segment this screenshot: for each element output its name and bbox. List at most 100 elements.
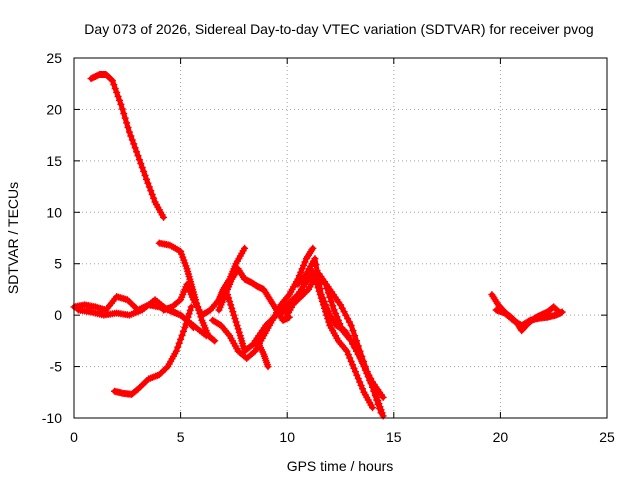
y-tick-label: 15 bbox=[46, 153, 62, 169]
data-point-marker bbox=[127, 132, 135, 140]
y-tick-label: -5 bbox=[50, 359, 63, 375]
axis-ticks: 0 5 10 15 20 25 -10 -5 0 5 10 15 20 25 bbox=[42, 50, 615, 445]
data-point-marker bbox=[178, 331, 186, 339]
data-point-marker bbox=[241, 244, 249, 252]
data-point-marker bbox=[326, 293, 334, 301]
data-point-marker bbox=[138, 164, 146, 172]
series-track-8 bbox=[224, 291, 272, 371]
data-point-marker bbox=[351, 368, 359, 376]
y-tick-label: 25 bbox=[46, 50, 62, 66]
series-track-12 bbox=[283, 265, 376, 412]
data-point-marker bbox=[367, 380, 375, 388]
series-track-9 bbox=[209, 244, 317, 362]
series-track-15 bbox=[492, 306, 566, 329]
series-track-2 bbox=[155, 239, 219, 345]
data-point-marker bbox=[366, 376, 374, 384]
data-point-marker bbox=[297, 268, 305, 276]
data-point-marker bbox=[150, 194, 158, 202]
data-point-marker bbox=[229, 308, 237, 316]
data-point-marker bbox=[177, 335, 185, 343]
data-point-marker bbox=[364, 373, 372, 381]
data-point-marker bbox=[370, 387, 378, 395]
data-point-marker bbox=[323, 285, 331, 293]
data-point-marker bbox=[317, 291, 325, 299]
data-point-marker bbox=[359, 359, 367, 367]
data-point-marker bbox=[333, 313, 341, 321]
data-point-marker bbox=[363, 369, 371, 377]
x-axis-label: GPS time / hours bbox=[287, 458, 394, 474]
data-point-marker bbox=[374, 397, 382, 405]
data-point-marker bbox=[186, 306, 194, 314]
data-point-marker bbox=[175, 297, 183, 305]
x-tick-label: 20 bbox=[493, 429, 509, 445]
data-point-marker bbox=[226, 297, 234, 305]
data-point-marker bbox=[320, 297, 328, 305]
data-point-marker bbox=[225, 294, 233, 302]
data-point-marker bbox=[117, 100, 125, 108]
data-point-marker bbox=[175, 339, 183, 347]
data-point-marker bbox=[322, 280, 330, 288]
data-point-marker bbox=[123, 119, 131, 127]
data-point-marker bbox=[187, 303, 195, 311]
data-point-marker bbox=[228, 304, 236, 312]
data-point-marker bbox=[378, 409, 386, 417]
data-point-marker bbox=[113, 88, 121, 96]
data-point-marker bbox=[107, 76, 115, 84]
data-point-marker bbox=[115, 96, 123, 104]
data-point-marker bbox=[350, 364, 358, 372]
data-point-marker bbox=[233, 321, 241, 329]
y-tick-label: 10 bbox=[46, 204, 62, 220]
y-axis-label: SDTVAR / TECUs bbox=[5, 182, 21, 294]
data-point-marker bbox=[373, 393, 381, 401]
data-point-marker bbox=[185, 310, 193, 318]
data-point-marker bbox=[141, 171, 149, 179]
data-point-marker bbox=[142, 175, 150, 183]
data-point-marker bbox=[347, 321, 355, 329]
series-track-13 bbox=[294, 255, 387, 420]
data-point-marker bbox=[250, 348, 258, 356]
data-series bbox=[70, 70, 566, 420]
data-point-marker bbox=[131, 144, 139, 152]
data-point-marker bbox=[224, 291, 232, 299]
x-tick-label: 0 bbox=[70, 429, 78, 445]
data-point-marker bbox=[349, 327, 357, 335]
series-track-1 bbox=[87, 70, 168, 221]
data-point-marker bbox=[375, 400, 383, 408]
data-point-marker bbox=[162, 364, 170, 372]
data-point-marker bbox=[227, 301, 235, 309]
data-point-marker bbox=[202, 332, 210, 340]
data-point-marker bbox=[137, 160, 145, 168]
data-point-marker bbox=[235, 328, 243, 336]
data-point-marker bbox=[356, 352, 364, 360]
data-point-marker bbox=[147, 187, 155, 195]
chart-title: Day 073 of 2026, Sidereal Day-to-day VTE… bbox=[84, 21, 593, 37]
data-point-marker bbox=[360, 363, 368, 371]
data-point-marker bbox=[371, 390, 379, 398]
data-point-marker bbox=[351, 332, 359, 340]
data-point-marker bbox=[110, 81, 118, 89]
data-point-marker bbox=[174, 343, 182, 351]
data-point-marker bbox=[182, 320, 190, 328]
data-point-marker bbox=[309, 244, 317, 252]
data-point-marker bbox=[234, 325, 242, 333]
data-point-marker bbox=[300, 261, 308, 269]
x-tick-label: 15 bbox=[386, 429, 402, 445]
data-point-marker bbox=[357, 381, 365, 389]
data-point-marker bbox=[353, 371, 361, 379]
data-point-marker bbox=[558, 308, 566, 316]
data-point-marker bbox=[332, 309, 340, 317]
data-point-marker bbox=[230, 311, 238, 319]
data-point-marker bbox=[316, 285, 324, 293]
data-point-marker bbox=[181, 323, 189, 331]
y-tick-label: 5 bbox=[54, 256, 62, 272]
data-point-marker bbox=[183, 317, 191, 325]
data-point-marker bbox=[172, 347, 180, 355]
data-point-marker bbox=[344, 351, 352, 359]
x-tick-label: 5 bbox=[177, 429, 185, 445]
data-point-marker bbox=[108, 77, 116, 85]
data-point-marker bbox=[130, 140, 138, 148]
data-point-marker bbox=[298, 265, 306, 273]
data-point-marker bbox=[140, 167, 148, 175]
data-point-marker bbox=[330, 306, 338, 314]
data-point-marker bbox=[312, 261, 320, 269]
